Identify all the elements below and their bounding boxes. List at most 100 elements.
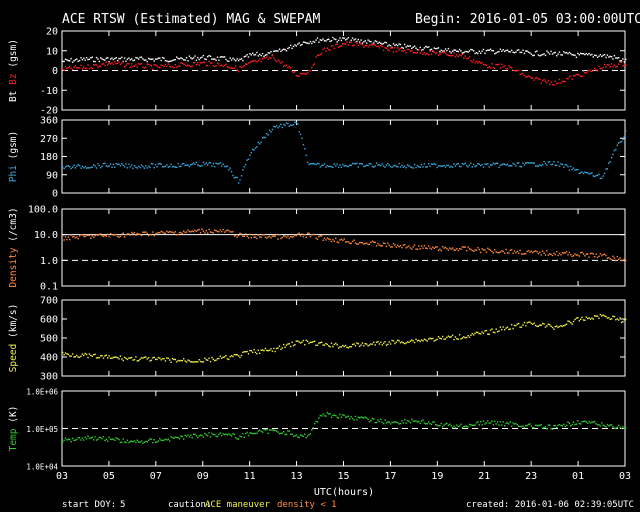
density-density-point [616, 255, 618, 258]
speed-speed-point [140, 357, 143, 359]
mag-bt-point [218, 59, 220, 61]
density-density-point [161, 231, 164, 233]
temp-temp-point [280, 432, 282, 435]
speed-speed-point [160, 359, 162, 361]
temp-temp-point [150, 438, 153, 440]
phi-phi-point [495, 162, 497, 164]
phi-phi-point [444, 166, 447, 168]
mag-bt-point [430, 48, 433, 50]
mag-ytick-label: 0 [52, 66, 58, 77]
density-density-point [381, 245, 383, 247]
density-density-point [416, 248, 419, 250]
density-density-point [236, 236, 238, 238]
temp-ytick-label: 1.0E+04 [26, 463, 58, 472]
density-density-point [221, 231, 223, 233]
temp-temp-point [292, 435, 295, 438]
temp-temp-point [450, 425, 452, 427]
mag-bt-point [446, 49, 448, 52]
speed-speed-point [520, 326, 523, 328]
mag-bt-point [201, 56, 203, 58]
phi-phi-point [554, 164, 556, 166]
mag-bz-point [121, 62, 123, 64]
phi-phi-point [584, 171, 586, 173]
speed-speed-point [126, 358, 129, 361]
speed-speed-point [342, 344, 344, 347]
speed-speed-point [195, 361, 198, 363]
phi-phi-point [309, 162, 312, 165]
temp-ylabel-name: Temp [8, 423, 19, 452]
mag-bz-point [138, 63, 140, 65]
phi-phi-point [422, 166, 424, 168]
phi-phi-point [542, 164, 544, 166]
mag-bt-point [150, 58, 153, 60]
density-density-point [260, 236, 262, 238]
phi-phi-point [613, 149, 616, 152]
temp-temp-point [457, 425, 459, 428]
mag-bz-point [291, 70, 293, 73]
phi-phi-point [478, 163, 480, 165]
speed-speed-point [391, 339, 393, 342]
density-density-point [395, 246, 397, 248]
mag-bt-point [357, 38, 359, 41]
mag-bz-point [222, 65, 224, 68]
speed-speed-point [216, 358, 219, 360]
mag-bt-point [242, 59, 244, 62]
speed-speed-point [312, 341, 314, 343]
mag-bz-point [444, 52, 447, 54]
phi-phi-point [181, 163, 183, 165]
temp-temp-point [603, 425, 606, 427]
density-density-point [301, 233, 303, 235]
speed-speed-point [132, 359, 134, 361]
speed-speed-point [501, 328, 503, 331]
phi-phi-point [126, 167, 129, 169]
mag-bz-point [620, 61, 623, 63]
mag-bt-point [526, 50, 528, 52]
density-density-point [340, 238, 343, 240]
density-density-point [432, 246, 434, 248]
speed-ytick-label: 700 [40, 296, 58, 307]
speed-speed-point [252, 351, 254, 353]
temp-temp-point [174, 436, 176, 438]
phi-phi-point [349, 164, 351, 166]
mag-bt-point [344, 39, 347, 41]
mag-bt-point [111, 57, 113, 59]
temp-temp-point [184, 434, 186, 436]
mag-bz-point [97, 66, 99, 68]
speed-speed-point [85, 353, 88, 356]
speed-speed-point [575, 317, 578, 319]
mag-bt-point [183, 59, 185, 61]
mag-bz-point [202, 61, 205, 63]
phi-phi-point [544, 162, 547, 165]
mag-bt-point [602, 54, 604, 57]
density-density-point [382, 242, 385, 244]
density-density-point [444, 246, 447, 249]
mag-bz-point [464, 55, 466, 57]
temp-temp-point [384, 419, 386, 421]
temp-temp-point [233, 433, 236, 436]
temp-temp-point [446, 422, 448, 424]
mag-bt-point [108, 61, 110, 63]
density-ylabel: Density (/cm3) [8, 207, 19, 287]
mag-bt-point [115, 57, 117, 59]
density-density-point [415, 248, 417, 250]
density-density-point [558, 252, 561, 255]
mag-bt-point [164, 59, 167, 62]
mag-bz-point [308, 70, 310, 72]
speed-speed-point [313, 340, 316, 342]
mag-bt-point [428, 46, 430, 48]
mag-bt-point [346, 38, 348, 40]
phi-phi-point [602, 175, 604, 177]
phi-phi-point [132, 167, 134, 170]
speed-speed-point [139, 358, 141, 360]
mag-bz-point [527, 75, 530, 77]
mag-bz-point [281, 61, 283, 63]
speed-speed-point [367, 345, 369, 347]
density-ytick-label: 1.0 [40, 256, 58, 267]
mag-bz-point [381, 46, 383, 48]
density-density-point [516, 250, 518, 253]
temp-temp-point [140, 440, 143, 442]
mag-bz-point [440, 52, 442, 54]
density-density-point [346, 241, 348, 243]
x-tick-label: 17 [384, 471, 396, 482]
mag-bz-point [477, 62, 479, 64]
